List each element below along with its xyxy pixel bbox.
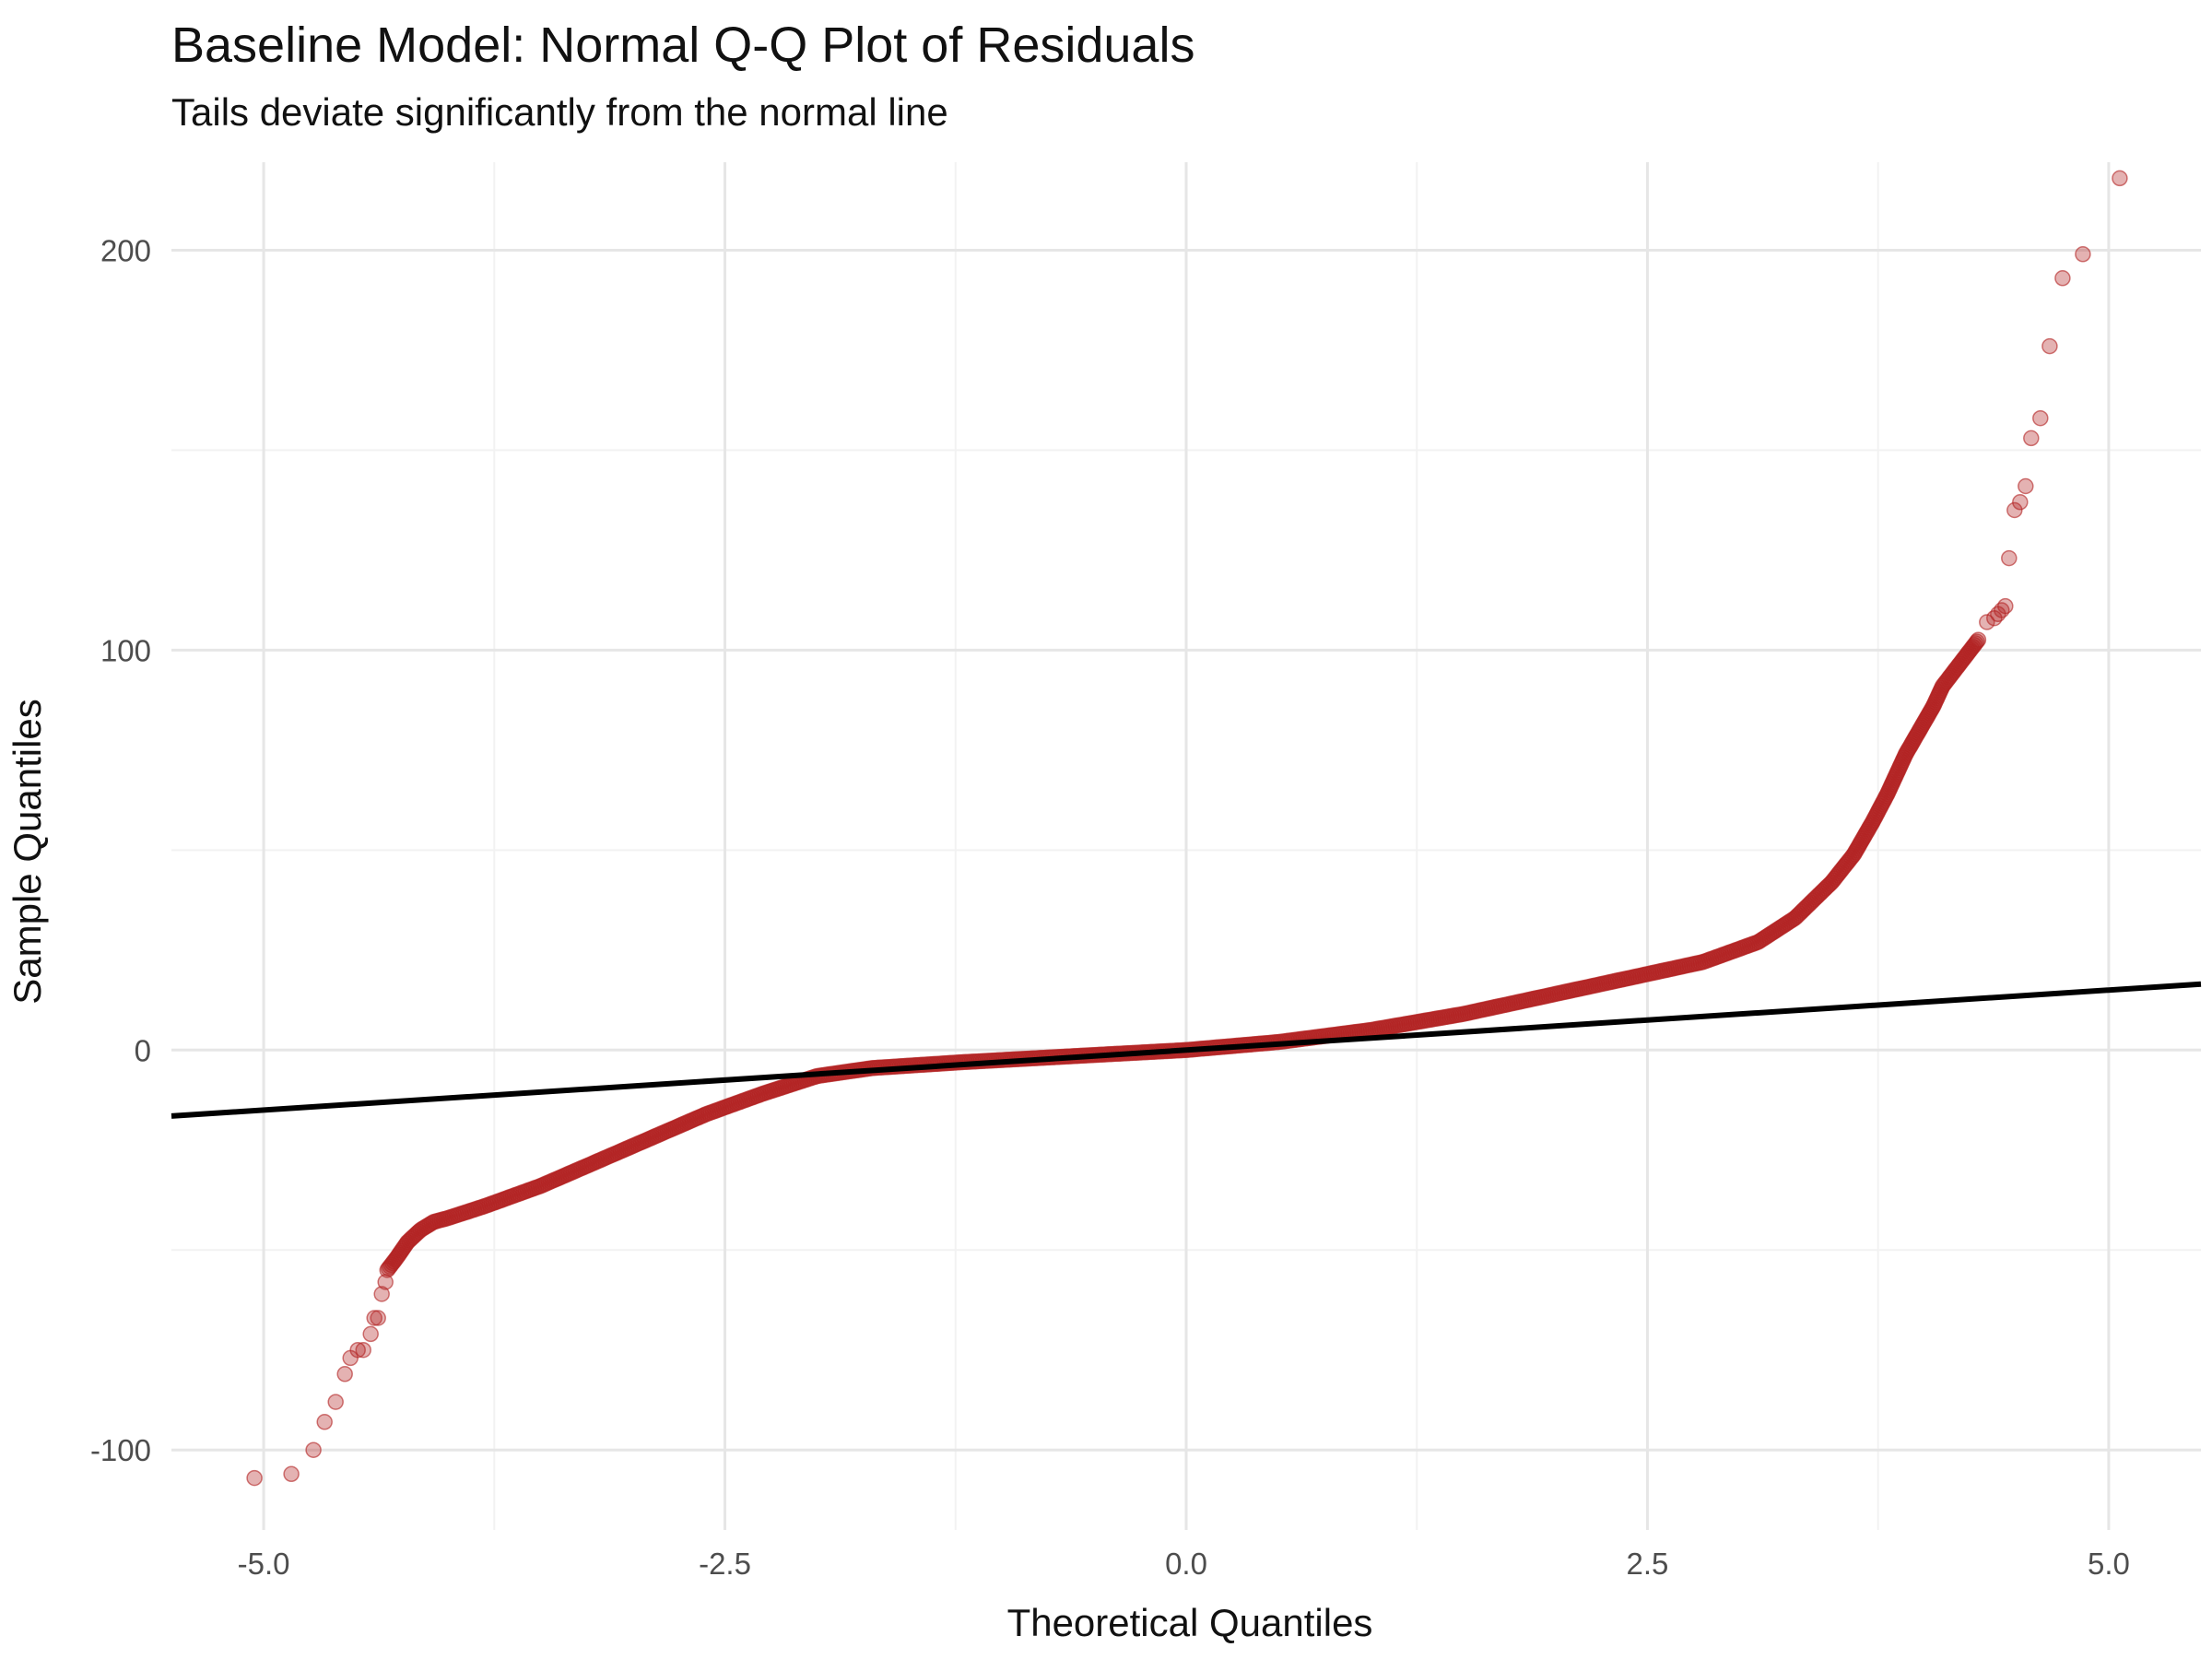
x-tick-label: -2.5 — [699, 1547, 751, 1581]
chart-subtitle: Tails deviate significantly from the nor… — [171, 90, 948, 134]
residual-points — [246, 170, 2128, 1487]
x-tick-label: 0.0 — [1165, 1547, 1207, 1581]
y-tick-label: 0 — [135, 1033, 151, 1067]
residual-point-tail — [283, 1465, 300, 1483]
residual-point-tail — [2018, 477, 2034, 495]
x-axis-ticks: -5.0 -2.5 0.0 2.5 5.0 — [238, 1547, 2130, 1581]
x-tick-label: -5.0 — [238, 1547, 290, 1581]
residual-point-tail — [377, 1274, 394, 1290]
y-tick-label: 100 — [100, 633, 151, 667]
residual-point-tail — [370, 1310, 386, 1326]
x-tick-label: 5.0 — [2088, 1547, 2130, 1581]
residual-point-tail — [305, 1441, 322, 1458]
residual-point-tail — [2023, 429, 2040, 447]
residual-point-tail — [1997, 597, 2014, 615]
residual-point-tail — [2001, 549, 2018, 567]
x-tick-label: 2.5 — [1627, 1547, 1669, 1581]
residual-point-tail — [316, 1414, 333, 1430]
residual-point — [1970, 631, 1987, 648]
residual-point-tail — [373, 1286, 390, 1302]
residual-point-tail — [2041, 337, 2058, 355]
residual-point-tail — [366, 1310, 382, 1326]
x-axis-title: Theoretical Quantiles — [1007, 1601, 1373, 1644]
reference-line — [171, 981, 2202, 1119]
y-tick-label: 200 — [100, 233, 151, 267]
residual-point-tail — [246, 1469, 263, 1487]
residual-point-tail — [2006, 501, 2023, 519]
y-axis-title: Sample Quantiles — [6, 699, 49, 1005]
residual-point-tail — [2032, 409, 2049, 427]
residual-point-tail — [1979, 614, 1995, 630]
gridlines — [171, 162, 2201, 1530]
reference-line-group — [171, 981, 2202, 1119]
residual-point-tail — [362, 1325, 379, 1343]
y-tick-label: -100 — [90, 1433, 151, 1467]
residual-point-tail — [2012, 494, 2029, 511]
residual-point-tail — [2075, 246, 2091, 263]
chart-title: Baseline Model: Normal Q-Q Plot of Resid… — [171, 18, 1195, 73]
residual-point-tail — [349, 1341, 366, 1359]
residual-point-tail — [327, 1394, 344, 1410]
residual-point-tail — [336, 1366, 353, 1382]
residual-point-tail — [2054, 270, 2071, 287]
residual-point-tail — [2112, 170, 2128, 187]
residual-point-tail — [355, 1341, 371, 1359]
y-axis-ticks: -100 0 100 200 — [90, 233, 151, 1467]
